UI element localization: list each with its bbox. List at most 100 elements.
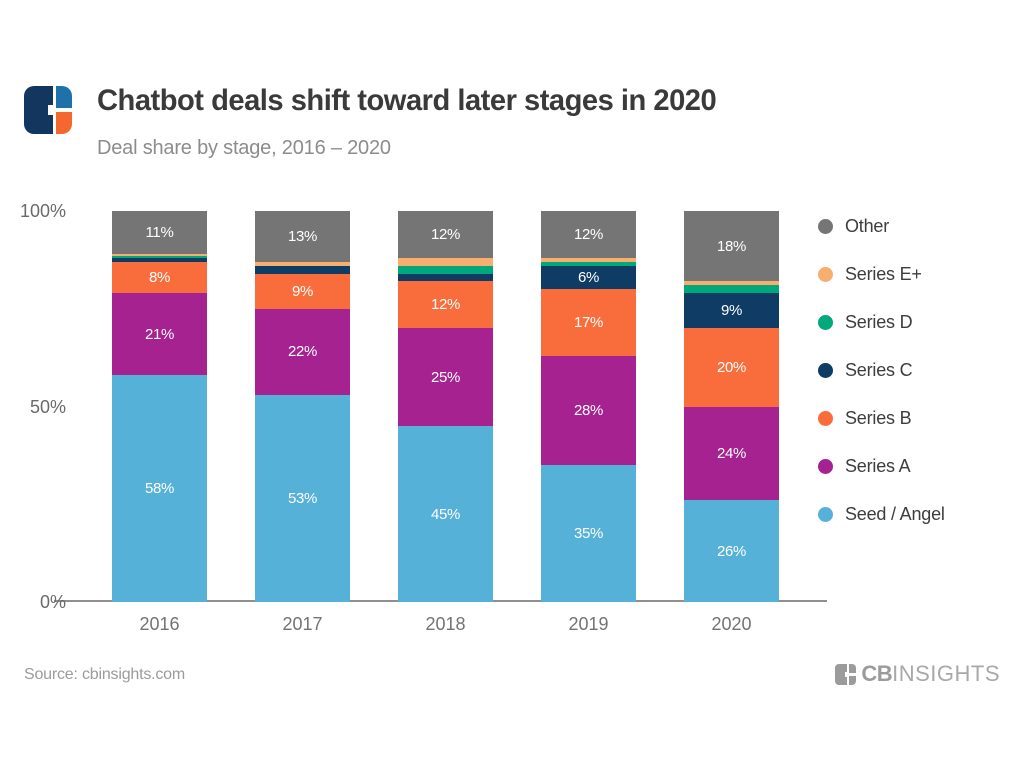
footer-logo-c-shape: [835, 663, 848, 685]
legend-label: Series A: [845, 456, 911, 476]
logo-orange-square: [56, 112, 72, 134]
bar-segment-other-2019: 12%: [541, 211, 636, 258]
legend-item-seed-angel: Seed / Angel: [818, 504, 945, 524]
bar-segment-other-2018: 12%: [398, 211, 493, 258]
legend-label: Series C: [845, 360, 913, 380]
segment-value-label: 13%: [287, 227, 318, 245]
legend-label: Series D: [845, 312, 913, 332]
legend-item-series-a: Series A: [818, 456, 945, 476]
bar-segment-series-b-2019: 17%: [541, 289, 636, 356]
source-text: Source: cbinsights.com: [24, 666, 186, 683]
legend-dot: [818, 459, 833, 474]
segment-value-label: 9%: [291, 282, 314, 300]
logo-blue-square: [56, 86, 72, 108]
legend-dot: [818, 267, 833, 282]
bar-segment-series-a-2017: 22%: [255, 308, 350, 395]
segment-value-label: 12%: [430, 296, 461, 314]
brand-insights-text: INSIGHTS: [892, 661, 1000, 686]
chart-legend: Other Series E+ Series D Series C Series B Se…: [818, 216, 945, 555]
bar-segment-series-a-2019: 28%: [541, 355, 636, 466]
segment-value-label: 22%: [287, 343, 318, 361]
x-tick-2017: 2017: [282, 614, 323, 634]
bar-2018: 45% 25% 12% 12%: [398, 211, 493, 602]
segment-value-label: 35%: [573, 525, 604, 543]
segment-value-label: 45%: [430, 505, 461, 523]
bar-segment-series-a-2016: 21%: [112, 293, 207, 376]
segment-value-label: 28%: [573, 401, 604, 419]
segment-value-label: 24%: [716, 444, 747, 462]
legend-item-other: Other: [818, 216, 945, 236]
bar-segment-series-b-2017: 9%: [255, 273, 350, 309]
bar-segment-seed-angel-2019: 35%: [541, 465, 636, 602]
bar-segment-seed-angel-2017: 53%: [255, 394, 350, 602]
segment-value-label: 12%: [430, 226, 461, 244]
bar-segment-series-b-2020: 20%: [684, 328, 779, 407]
segment-value-label: 9%: [720, 302, 743, 320]
bar-segment-series-c-2016: [112, 257, 207, 262]
bar-segment-series-d-2016: [112, 256, 207, 258]
legend-label: Series B: [845, 408, 912, 428]
bar-segment-series-c-2017: [255, 265, 350, 274]
y-tick-0: 0%: [39, 592, 66, 612]
segment-value-label: 58%: [144, 480, 175, 498]
segment-value-label: 18%: [716, 237, 747, 255]
bar-segment-series-e+-2016: [112, 254, 207, 256]
bar-2019: 35% 28% 17% 6% 12%: [541, 211, 636, 602]
legend-dot: [818, 315, 833, 330]
legend-item-series-e+: Series E+: [818, 264, 945, 284]
segment-value-label: 17%: [573, 313, 604, 331]
y-tick-50: 50%: [29, 396, 66, 417]
footer-logo-notch: [845, 671, 848, 677]
y-tick-100: 100%: [19, 201, 66, 221]
legend-dot: [818, 219, 833, 234]
legend-item-series-d: Series D: [818, 312, 945, 332]
bar-segment-series-e+-2019: [541, 257, 636, 262]
bar-segment-series-b-2018: 12%: [398, 281, 493, 329]
legend-label: Series E+: [845, 264, 922, 284]
bar-segment-seed-angel-2018: 45%: [398, 426, 493, 602]
segment-value-label: 8%: [148, 268, 171, 286]
bar-segment-other-2017: 13%: [255, 211, 350, 262]
bar-segment-seed-angel-2016: 58%: [112, 375, 207, 602]
bar-segment-series-e+-2020: [684, 281, 779, 286]
segment-value-label: 6%: [577, 268, 600, 286]
segment-value-label: 53%: [287, 489, 318, 507]
cbinsights-wordmark: CB INSIGHTS: [835, 661, 1000, 687]
bar-segment-series-e+-2018: [398, 257, 493, 266]
x-tick-2020: 2020: [711, 614, 752, 634]
bar-segment-seed-angel-2020: 26%: [684, 500, 779, 602]
segment-value-label: 12%: [573, 226, 604, 243]
legend-dot: [818, 507, 833, 522]
legend-label: Other: [845, 216, 890, 236]
footer-logo-top-square: [849, 663, 857, 673]
legend-dot: [818, 411, 833, 426]
segment-value-label: 20%: [716, 358, 747, 376]
bar-2017: 53% 22% 9% 13%: [255, 211, 350, 602]
bar-segment-series-a-2018: 25%: [398, 328, 493, 427]
legend-dot: [818, 363, 833, 378]
cbinsights-logo-icon: [24, 86, 72, 134]
logo-notch: [48, 105, 53, 115]
chart-title: Chatbot deals shift toward later stages …: [97, 84, 717, 117]
legend-item-series-c: Series C: [818, 360, 945, 380]
brand-cb-text: CB: [861, 661, 893, 686]
segment-value-label: 25%: [430, 368, 461, 386]
x-tick-2019: 2019: [568, 614, 609, 634]
bar-segment-series-d-2020: [684, 285, 779, 294]
segment-value-label: 21%: [144, 325, 175, 343]
bar-segment-series-d-2018: [398, 265, 493, 274]
x-tick-2018: 2018: [425, 614, 466, 634]
x-tick-2016: 2016: [139, 614, 180, 634]
segment-value-label: 26%: [716, 542, 747, 560]
bar-segment-other-2016: 11%: [112, 211, 207, 255]
bar-segment-series-c-2020: 9%: [684, 293, 779, 329]
segment-value-label: 11%: [145, 224, 174, 242]
legend-item-series-b: Series B: [818, 408, 945, 428]
bar-segment-series-c-2019: 6%: [541, 265, 636, 290]
footer-logo-bottom-square: [849, 675, 857, 685]
cbinsights-footer-icon: [835, 663, 857, 685]
bar-segment-series-e+-2017: [255, 261, 350, 266]
bar-2020: 26% 24% 20% 9% 18%: [684, 211, 779, 602]
chart-subtitle: Deal share by stage, 2016 – 2020: [97, 137, 391, 159]
